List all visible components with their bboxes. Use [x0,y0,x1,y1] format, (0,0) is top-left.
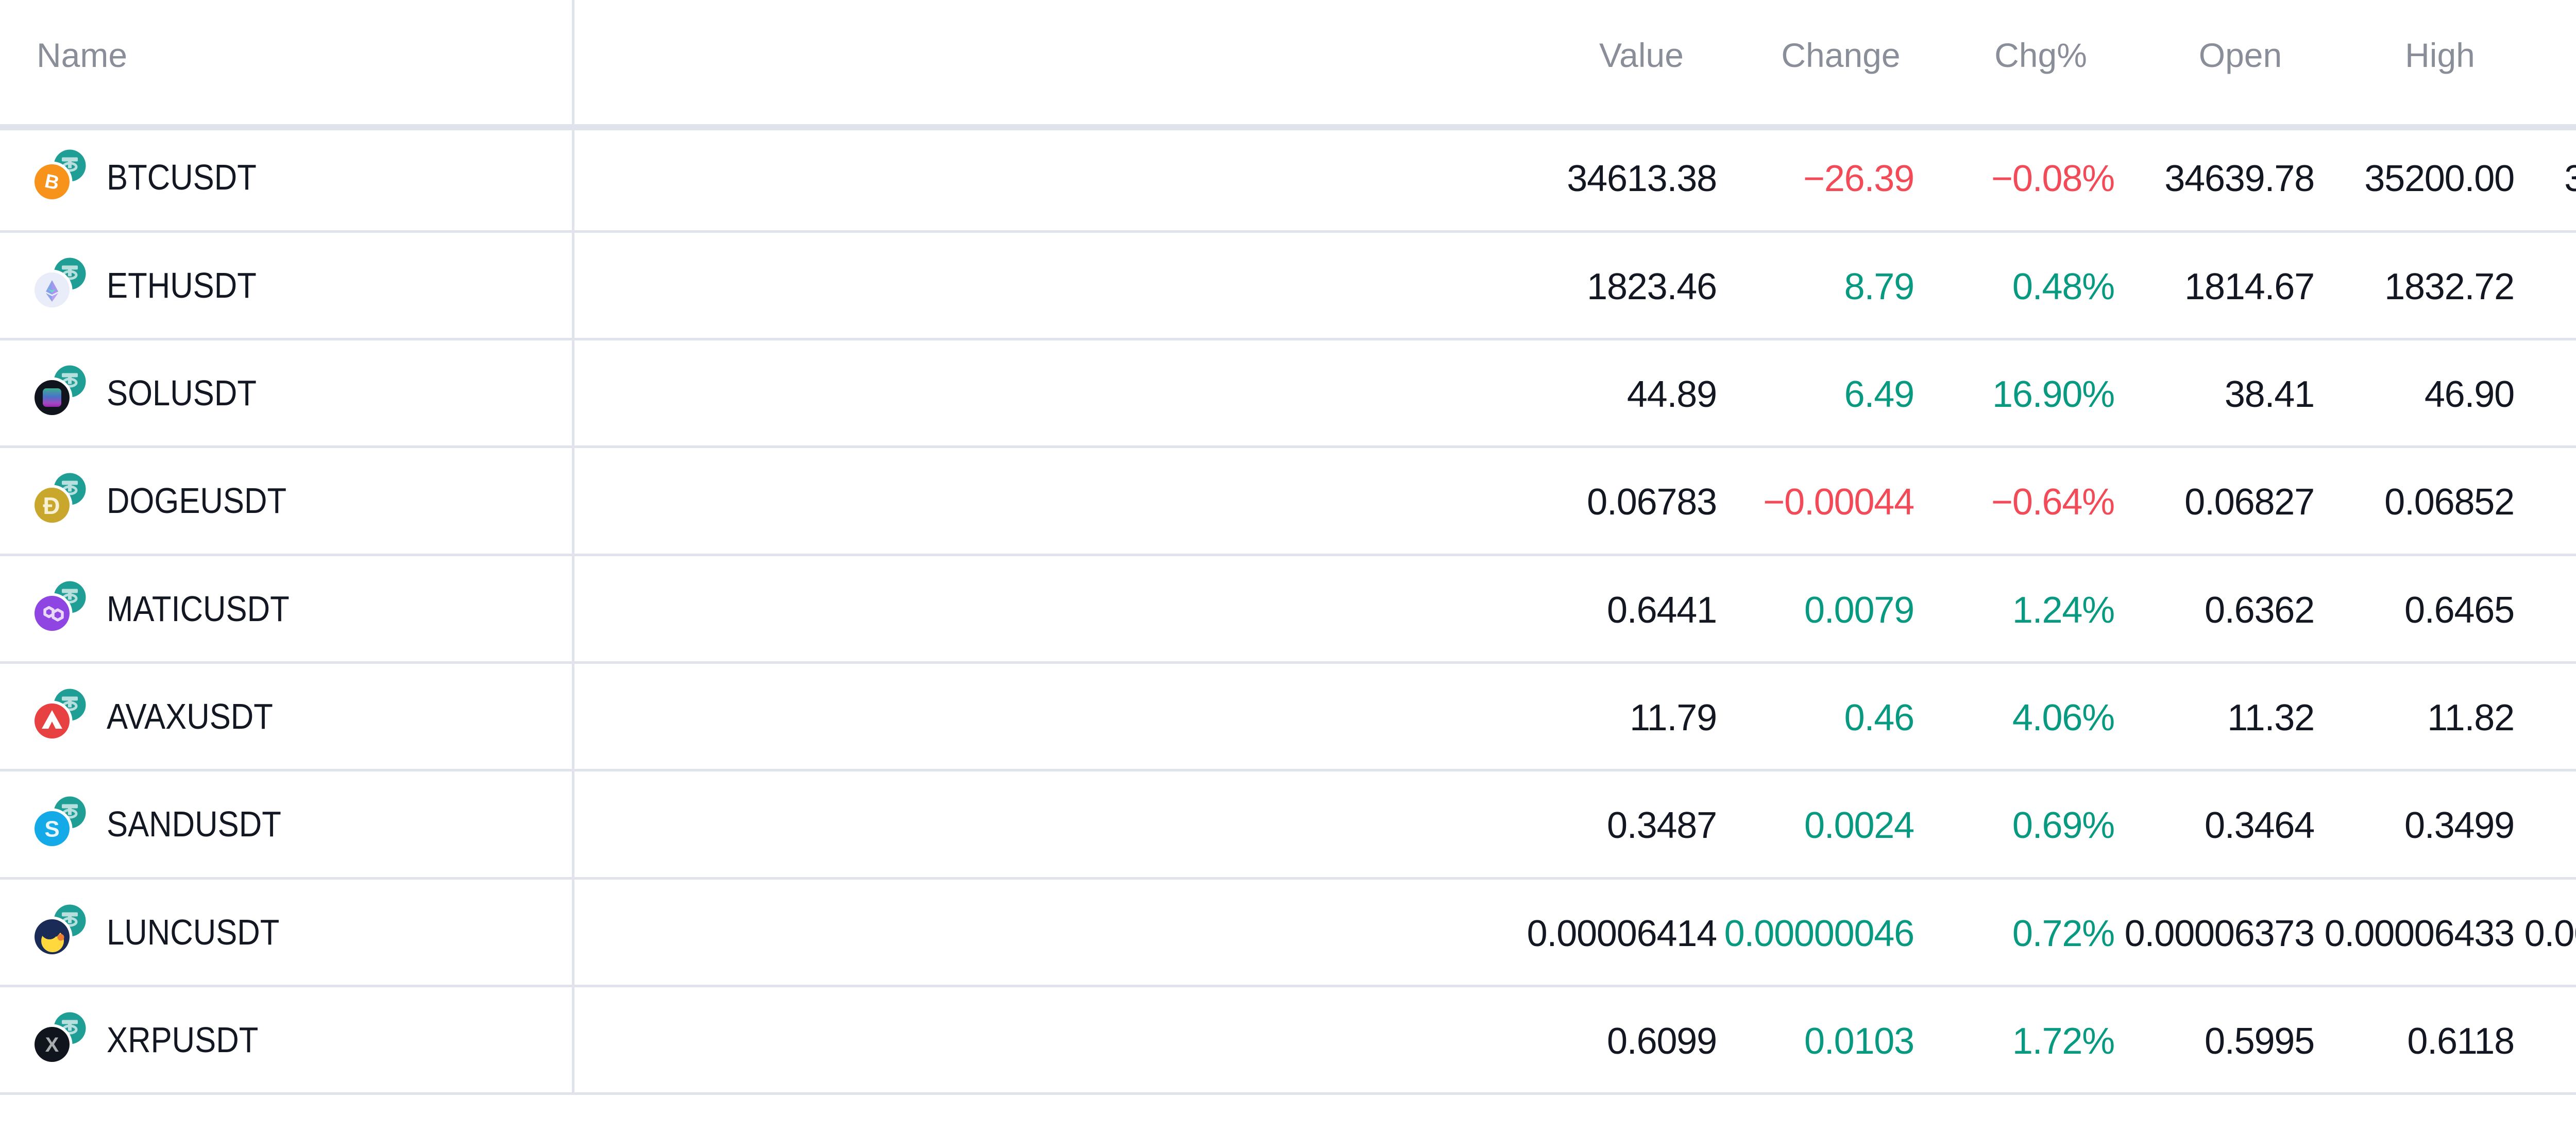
svg-text:Ð: Ð [43,492,60,519]
svg-text:S: S [44,817,59,842]
svg-text:X: X [45,1034,59,1056]
